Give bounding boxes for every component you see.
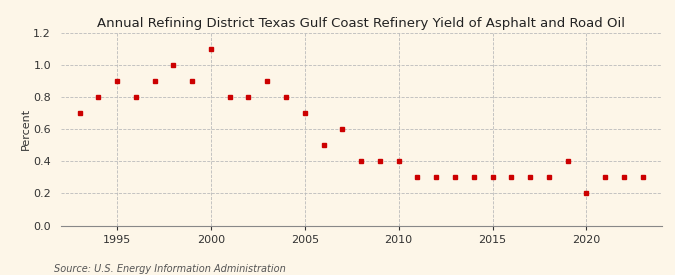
Y-axis label: Percent: Percent xyxy=(20,108,30,150)
Text: Source: U.S. Energy Information Administration: Source: U.S. Energy Information Administ… xyxy=(54,264,286,274)
Title: Annual Refining District Texas Gulf Coast Refinery Yield of Asphalt and Road Oil: Annual Refining District Texas Gulf Coas… xyxy=(97,17,625,31)
